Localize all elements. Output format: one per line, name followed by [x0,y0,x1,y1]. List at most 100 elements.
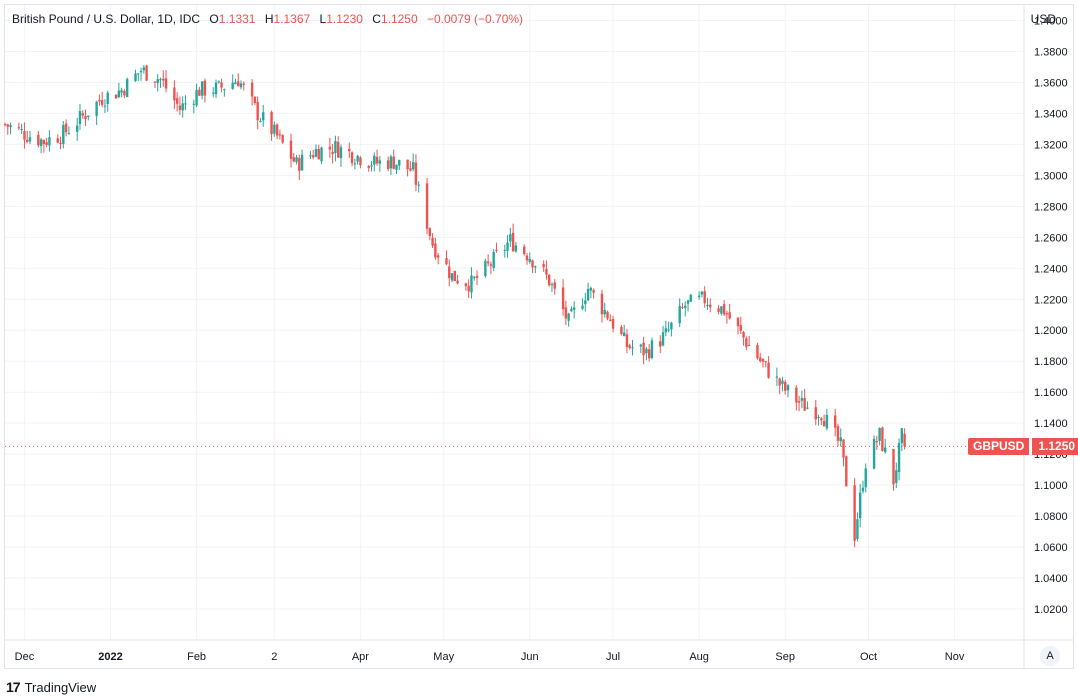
candle-body [428,228,432,236]
candle [839,428,842,447]
candle [389,154,393,176]
candle [628,343,631,350]
candle-body [23,131,26,140]
candle-body [62,125,65,144]
x-tick-label: Apr [352,651,369,663]
candle [125,77,129,98]
candle [667,321,670,333]
candle [853,478,856,548]
y-tick-label: 1.2600 [1034,232,1068,244]
candle-body [359,157,362,166]
candle [26,130,29,144]
candle-body [781,380,784,385]
candle-body [212,92,215,94]
candle-body [697,295,701,298]
candle-body [742,331,745,338]
auto-scale-button[interactable]: A [1040,646,1060,666]
candle-body [253,96,257,103]
candle-body [378,160,382,164]
candle [492,249,495,271]
candle [845,455,848,487]
candle-body [786,385,790,391]
candle-body [767,362,770,378]
candle-body [453,270,457,281]
price-axis[interactable]: 1.4000 1.3800 1.3600 1.3400 1.3200 1.3000 1.28… [1023,5,1068,668]
candle [525,253,529,265]
candle-body [231,82,234,89]
candle-body [606,311,609,319]
footer-branding[interactable]: 17 TradingView [6,679,96,695]
y-tick-label: 1.2200 [1034,294,1068,306]
candle-body [292,157,295,162]
candle [570,306,573,312]
candle-body [561,287,565,310]
candle [336,136,340,159]
candle [445,250,448,266]
candle [20,123,23,135]
candle-body [611,319,615,329]
candle-body [603,309,606,315]
candle-body [281,135,284,143]
candle [448,259,451,287]
candle [564,300,568,326]
candle [162,70,165,87]
candle [659,335,662,354]
candle-body [339,147,343,159]
candle [67,126,71,135]
candle-body [309,155,312,157]
candle-body [237,81,240,87]
candle [314,144,318,158]
candle-body [878,428,881,441]
candle [800,390,804,408]
candle [292,153,295,163]
candle [81,110,84,119]
candle-body [392,156,395,169]
candle-body [542,264,545,268]
candle-body [328,146,332,150]
candle [706,297,709,310]
candle-body [581,305,584,309]
candle [761,358,765,368]
candle [603,302,606,318]
candle-body [473,277,476,279]
candle-body [550,284,554,286]
candle [278,129,282,140]
candle [689,293,693,302]
candle-body [137,73,140,75]
candle [431,233,434,248]
candle-body [334,141,337,153]
candle [856,512,859,542]
time-axis[interactable]: Dec 2022 Feb 2 Apr May Jun Jul Aug Sep Oct Nov [5,639,1073,663]
candle-body [600,293,604,315]
candle-body [509,234,512,242]
candle [298,154,301,180]
candle-body [134,73,137,81]
candle [767,356,770,379]
candle-body [464,283,468,287]
candle-body [375,156,379,164]
candle-body [311,155,315,158]
high-value: 1.1367 [273,12,311,26]
candle [262,104,265,127]
low-value: 1.1230 [326,12,363,26]
candle-body [6,124,9,127]
candle-body [164,78,168,89]
candle-body [17,127,21,129]
candle [434,237,437,260]
candle-body [545,268,548,275]
candle-body [775,376,779,378]
candle-body [417,184,420,186]
candle-body [833,415,837,428]
y-tick-label: 1.1400 [1034,418,1068,430]
candle-body [256,101,259,121]
candle-body [20,129,23,131]
candle [892,448,895,491]
candle-body [45,142,48,146]
candle [664,320,668,337]
candle-body [864,468,867,488]
candle-body [192,103,196,105]
candle-body [95,101,98,116]
candle [600,289,604,323]
candle [473,275,476,281]
